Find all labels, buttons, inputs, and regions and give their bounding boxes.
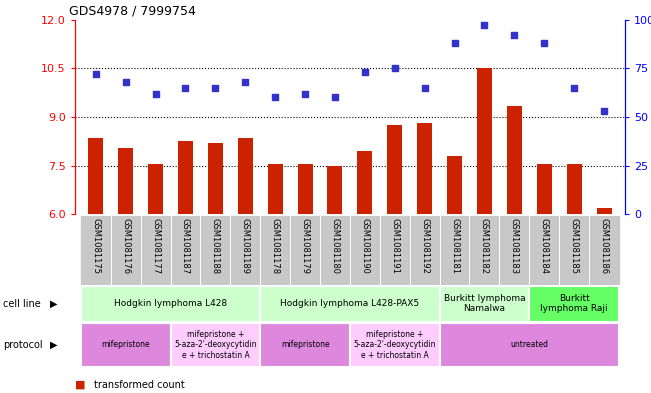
Text: GSM1081177: GSM1081177 xyxy=(151,218,160,274)
Text: transformed count: transformed count xyxy=(94,380,185,390)
Text: mifepristone: mifepristone xyxy=(281,340,329,349)
Text: mifepristone: mifepristone xyxy=(102,340,150,349)
Text: Burkitt
lymphoma Raji: Burkitt lymphoma Raji xyxy=(540,294,608,313)
Point xyxy=(479,22,490,29)
Text: GSM1081185: GSM1081185 xyxy=(570,218,579,274)
Bar xyxy=(439,323,619,367)
Point xyxy=(449,40,460,46)
Bar xyxy=(477,68,492,214)
Text: Hodgkin lymphoma L428-PAX5: Hodgkin lymphoma L428-PAX5 xyxy=(281,299,419,308)
Bar xyxy=(81,286,260,321)
Bar xyxy=(417,123,432,214)
Text: GSM1081178: GSM1081178 xyxy=(271,218,280,274)
Bar xyxy=(439,286,529,321)
Bar xyxy=(260,216,290,285)
Text: cell line: cell line xyxy=(3,299,41,309)
Bar xyxy=(260,286,439,321)
Text: mifepristone +
5-aza-2'-deoxycytidin
e + trichostatin A: mifepristone + 5-aza-2'-deoxycytidin e +… xyxy=(353,330,436,360)
Bar xyxy=(89,138,104,214)
Point xyxy=(359,69,370,75)
Point xyxy=(419,84,430,91)
Point xyxy=(90,71,101,77)
Bar xyxy=(469,216,499,285)
Text: GSM1081190: GSM1081190 xyxy=(361,218,369,274)
Bar xyxy=(320,216,350,285)
Point xyxy=(509,32,519,39)
Bar xyxy=(111,216,141,285)
Bar xyxy=(529,216,559,285)
Point xyxy=(539,40,549,46)
Bar xyxy=(260,323,350,367)
Bar xyxy=(148,164,163,214)
Text: ■: ■ xyxy=(75,380,85,390)
Bar xyxy=(208,143,223,214)
Text: GSM1081186: GSM1081186 xyxy=(600,218,609,274)
Text: mifepristone +
5-aza-2'-deoxycytidin
e + trichostatin A: mifepristone + 5-aza-2'-deoxycytidin e +… xyxy=(174,330,256,360)
Bar xyxy=(589,216,619,285)
Bar xyxy=(350,323,439,367)
Bar xyxy=(81,323,171,367)
Bar xyxy=(327,165,342,214)
Text: GSM1081181: GSM1081181 xyxy=(450,218,459,274)
Point xyxy=(210,84,221,91)
Bar xyxy=(230,216,260,285)
Bar xyxy=(537,164,551,214)
Bar xyxy=(507,106,522,214)
Bar xyxy=(566,164,581,214)
Bar xyxy=(387,125,402,214)
Bar xyxy=(81,216,111,285)
Point xyxy=(300,90,311,97)
Text: GSM1081179: GSM1081179 xyxy=(301,218,310,274)
Text: GSM1081187: GSM1081187 xyxy=(181,218,190,274)
Text: GSM1081191: GSM1081191 xyxy=(390,218,399,274)
Bar xyxy=(380,216,409,285)
Bar xyxy=(409,216,439,285)
Point xyxy=(569,84,579,91)
Bar xyxy=(350,216,380,285)
Text: GSM1081182: GSM1081182 xyxy=(480,218,489,274)
Point xyxy=(150,90,161,97)
Text: GSM1081189: GSM1081189 xyxy=(241,218,250,274)
Text: untreated: untreated xyxy=(510,340,548,349)
Bar xyxy=(201,216,230,285)
Bar xyxy=(290,216,320,285)
Text: Burkitt lymphoma
Namalwa: Burkitt lymphoma Namalwa xyxy=(443,294,525,313)
Point xyxy=(240,79,251,85)
Bar xyxy=(499,216,529,285)
Bar xyxy=(118,148,133,214)
Text: GSM1081188: GSM1081188 xyxy=(211,218,220,274)
Bar xyxy=(447,156,462,214)
Bar xyxy=(268,164,283,214)
Text: GSM1081183: GSM1081183 xyxy=(510,218,519,274)
Bar xyxy=(171,323,260,367)
Text: GDS4978 / 7999754: GDS4978 / 7999754 xyxy=(70,4,196,17)
Bar xyxy=(357,151,372,214)
Point xyxy=(389,65,400,72)
Point xyxy=(599,108,609,114)
Text: protocol: protocol xyxy=(3,340,43,350)
Point xyxy=(120,79,131,85)
Bar xyxy=(178,141,193,214)
Text: GSM1081192: GSM1081192 xyxy=(420,218,429,274)
Text: GSM1081175: GSM1081175 xyxy=(91,218,100,274)
Point xyxy=(330,94,340,101)
Bar xyxy=(529,286,619,321)
Point xyxy=(180,84,191,91)
Bar xyxy=(141,216,171,285)
Text: ▶: ▶ xyxy=(50,299,58,309)
Text: GSM1081180: GSM1081180 xyxy=(331,218,339,274)
Bar xyxy=(596,208,611,214)
Bar xyxy=(238,138,253,214)
Text: GSM1081176: GSM1081176 xyxy=(121,218,130,274)
Bar xyxy=(559,216,589,285)
Bar xyxy=(439,216,469,285)
Bar xyxy=(171,216,201,285)
Bar xyxy=(298,164,312,214)
Text: ▶: ▶ xyxy=(50,340,58,350)
Point xyxy=(270,94,281,101)
Text: Hodgkin lymphoma L428: Hodgkin lymphoma L428 xyxy=(114,299,227,308)
Text: GSM1081184: GSM1081184 xyxy=(540,218,549,274)
